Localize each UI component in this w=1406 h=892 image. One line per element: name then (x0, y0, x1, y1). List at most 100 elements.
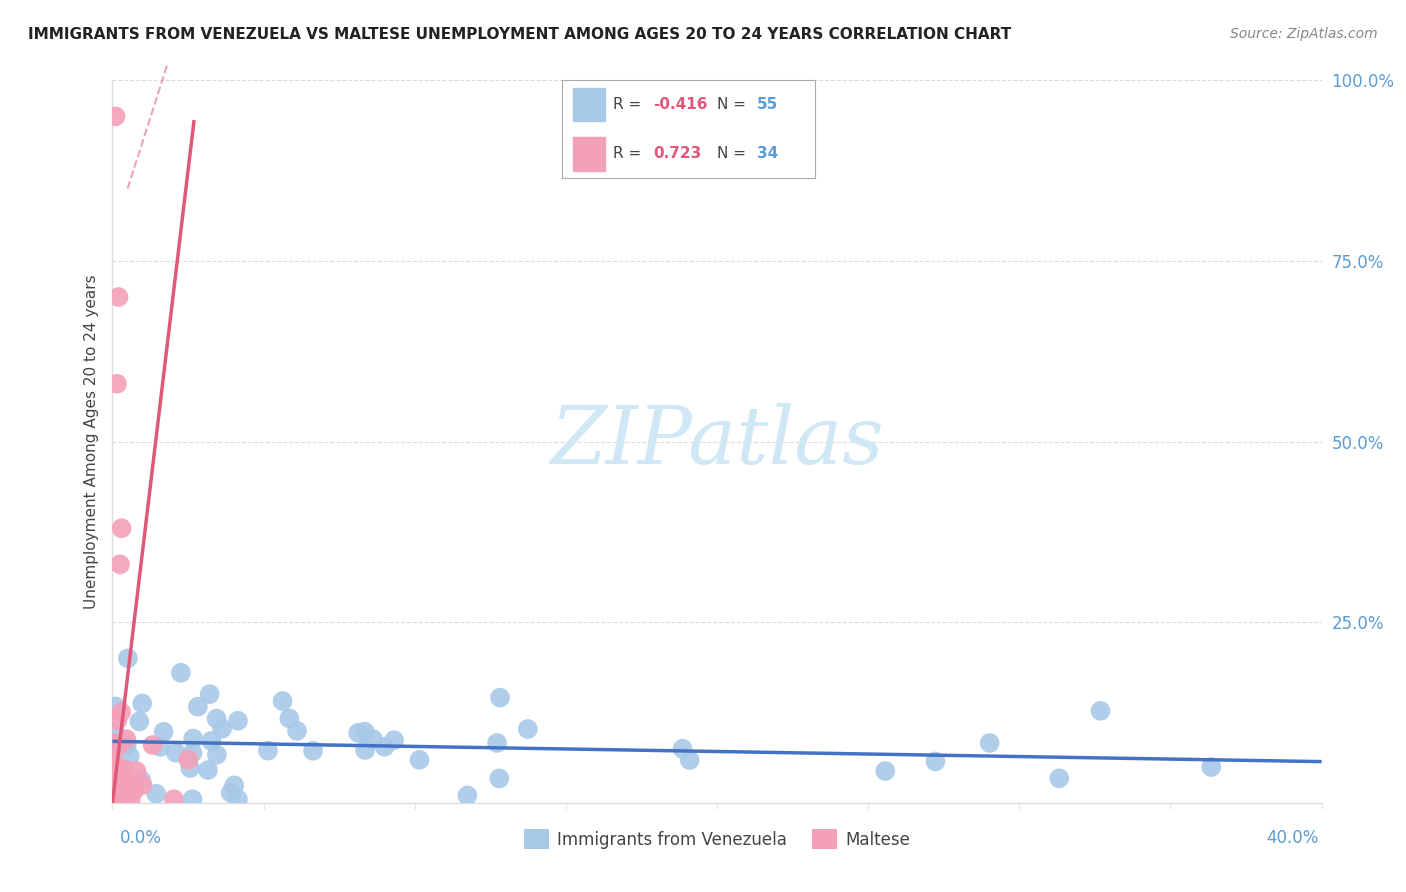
Point (115, 739, 138, 753)
Point (226, 792, 249, 806)
Point (125, 764, 148, 779)
Point (104, 726, 127, 740)
Point (516, 722, 538, 736)
Point (1047, 772, 1070, 786)
Point (1199, 760, 1222, 774)
Point (205, 712, 228, 726)
Legend: Immigrants from Venezuela, Maltese: Immigrants from Venezuela, Maltese (517, 822, 917, 856)
Point (104, 792, 127, 806)
Point (257, 744, 280, 758)
Text: R =: R = (613, 97, 647, 112)
Point (117, 651, 139, 665)
Y-axis label: Unemployment Among Ages 20 to 24 years: Unemployment Among Ages 20 to 24 years (83, 274, 98, 609)
Point (679, 753, 702, 767)
Point (181, 746, 204, 760)
Point (285, 723, 308, 738)
Point (105, 714, 128, 728)
Text: 0.0%: 0.0% (120, 829, 162, 847)
Point (353, 724, 375, 739)
Text: 40.0%: 40.0% (1267, 829, 1319, 847)
Point (110, 705, 132, 719)
Point (115, 789, 138, 804)
Point (486, 736, 509, 750)
Point (110, 521, 132, 535)
Point (181, 792, 204, 806)
Point (1090, 704, 1112, 718)
Point (219, 786, 242, 800)
Point (302, 744, 325, 758)
Point (107, 290, 129, 304)
Point (105, 792, 128, 806)
Point (101, 759, 124, 773)
Point (165, 746, 187, 760)
Point (198, 687, 221, 701)
Point (107, 792, 129, 806)
Point (177, 753, 200, 767)
Point (120, 792, 142, 806)
Point (211, 722, 233, 736)
Point (361, 732, 384, 747)
Point (456, 789, 478, 803)
Point (142, 738, 165, 752)
Point (374, 739, 396, 754)
Point (224, 778, 246, 792)
Point (103, 792, 125, 806)
Point (103, 792, 125, 806)
Point (103, 777, 125, 791)
Point (197, 763, 219, 777)
Point (152, 724, 174, 739)
Text: Source: ZipAtlas.com: Source: ZipAtlas.com (1230, 27, 1378, 41)
Point (104, 759, 127, 773)
Point (108, 558, 131, 572)
Point (107, 768, 129, 782)
Point (205, 747, 228, 762)
Point (347, 726, 370, 740)
Point (170, 665, 193, 680)
Point (408, 753, 430, 767)
Point (382, 733, 405, 747)
Point (112, 773, 135, 788)
Point (145, 787, 167, 801)
Text: IMMIGRANTS FROM VENEZUELA VS MALTESE UNEMPLOYMENT AMONG AGES 20 TO 24 YEARS CORR: IMMIGRANTS FROM VENEZUELA VS MALTESE UNE… (28, 27, 1011, 42)
Point (979, 736, 1001, 750)
Text: R =: R = (613, 146, 647, 161)
Point (112, 775, 135, 789)
Text: ZIPatlas: ZIPatlas (550, 403, 884, 480)
Point (278, 711, 301, 725)
Point (271, 694, 294, 708)
Point (122, 783, 145, 797)
Point (104, 792, 127, 806)
Point (131, 697, 153, 711)
Point (112, 762, 135, 776)
Point (179, 761, 201, 775)
Point (110, 736, 132, 750)
Point (118, 748, 141, 763)
Point (875, 764, 897, 778)
Text: 0.723: 0.723 (654, 146, 702, 161)
Point (226, 714, 249, 728)
Point (104, 699, 127, 714)
Bar (572, 137, 606, 170)
Point (129, 773, 152, 788)
Point (671, 741, 693, 756)
Point (105, 376, 128, 391)
Point (104, 792, 127, 806)
Text: 34: 34 (758, 146, 779, 161)
Point (115, 732, 138, 747)
Text: 55: 55 (758, 97, 779, 112)
Point (489, 690, 512, 705)
Point (924, 755, 946, 769)
Bar (572, 88, 606, 121)
Point (105, 760, 128, 774)
Point (354, 743, 377, 757)
Point (149, 739, 172, 754)
Point (187, 699, 209, 714)
Text: N =: N = (717, 97, 751, 112)
Point (101, 736, 124, 750)
Point (128, 714, 150, 729)
Point (181, 731, 204, 746)
Point (104, 110, 127, 124)
Point (103, 754, 125, 768)
Point (163, 792, 186, 806)
Point (107, 739, 129, 754)
